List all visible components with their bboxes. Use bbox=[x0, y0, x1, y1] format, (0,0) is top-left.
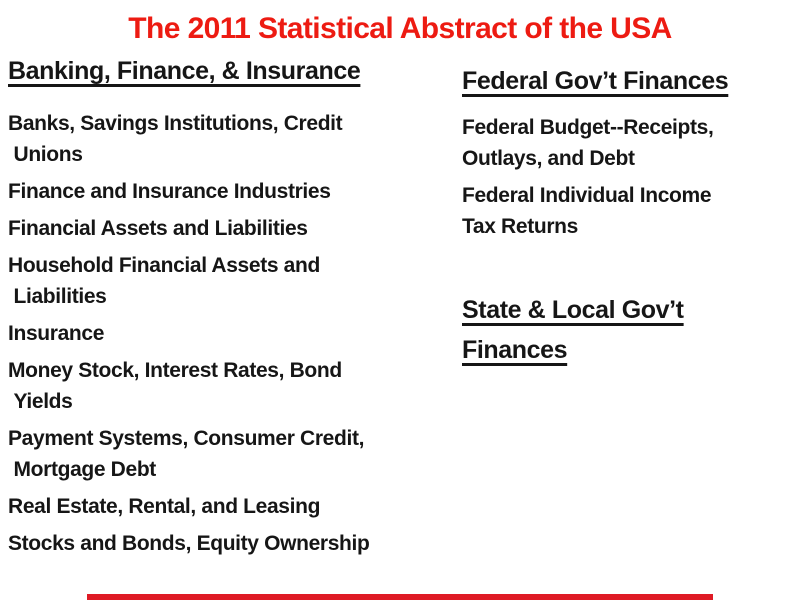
state-local-gov-finances-heading: State & Local Gov’t Finances bbox=[462, 296, 684, 364]
list-item: Payment Systems, Consumer Credit, Mortga… bbox=[8, 427, 365, 481]
list-item: Federal Budget--Receipts, Outlays, and D… bbox=[462, 116, 714, 170]
list-item: Real Estate, Rental, and Leasing bbox=[8, 495, 321, 518]
left-column: Banking, Finance, & Insurance Banks, Sav… bbox=[8, 56, 440, 565]
list-item: Federal Individual Income Tax Returns bbox=[462, 184, 712, 238]
list-item: Insurance bbox=[8, 322, 105, 345]
federal-gov-finances-heading: Federal Gov’t Finances bbox=[462, 67, 729, 95]
bottom-red-bar bbox=[87, 594, 713, 600]
list-item: Stocks and Bonds, Equity Ownership bbox=[8, 532, 370, 555]
list-item: Money Stock, Interest Rates, Bond Yields bbox=[8, 359, 342, 413]
list-item: Banks, Savings Institutions, Credit Unio… bbox=[8, 112, 343, 166]
left-column-heading: Banking, Finance, & Insurance bbox=[8, 57, 361, 85]
slide-title: The 2011 Statistical Abstract of the USA bbox=[128, 12, 672, 45]
list-item: Finance and Insurance Industries bbox=[8, 180, 331, 203]
right-column: Federal Gov’t Finances Federal Budget--R… bbox=[462, 66, 766, 370]
list-item: Household Financial Assets and Liabiliti… bbox=[8, 254, 320, 308]
list-item: Financial Assets and Liabilities bbox=[8, 217, 308, 240]
